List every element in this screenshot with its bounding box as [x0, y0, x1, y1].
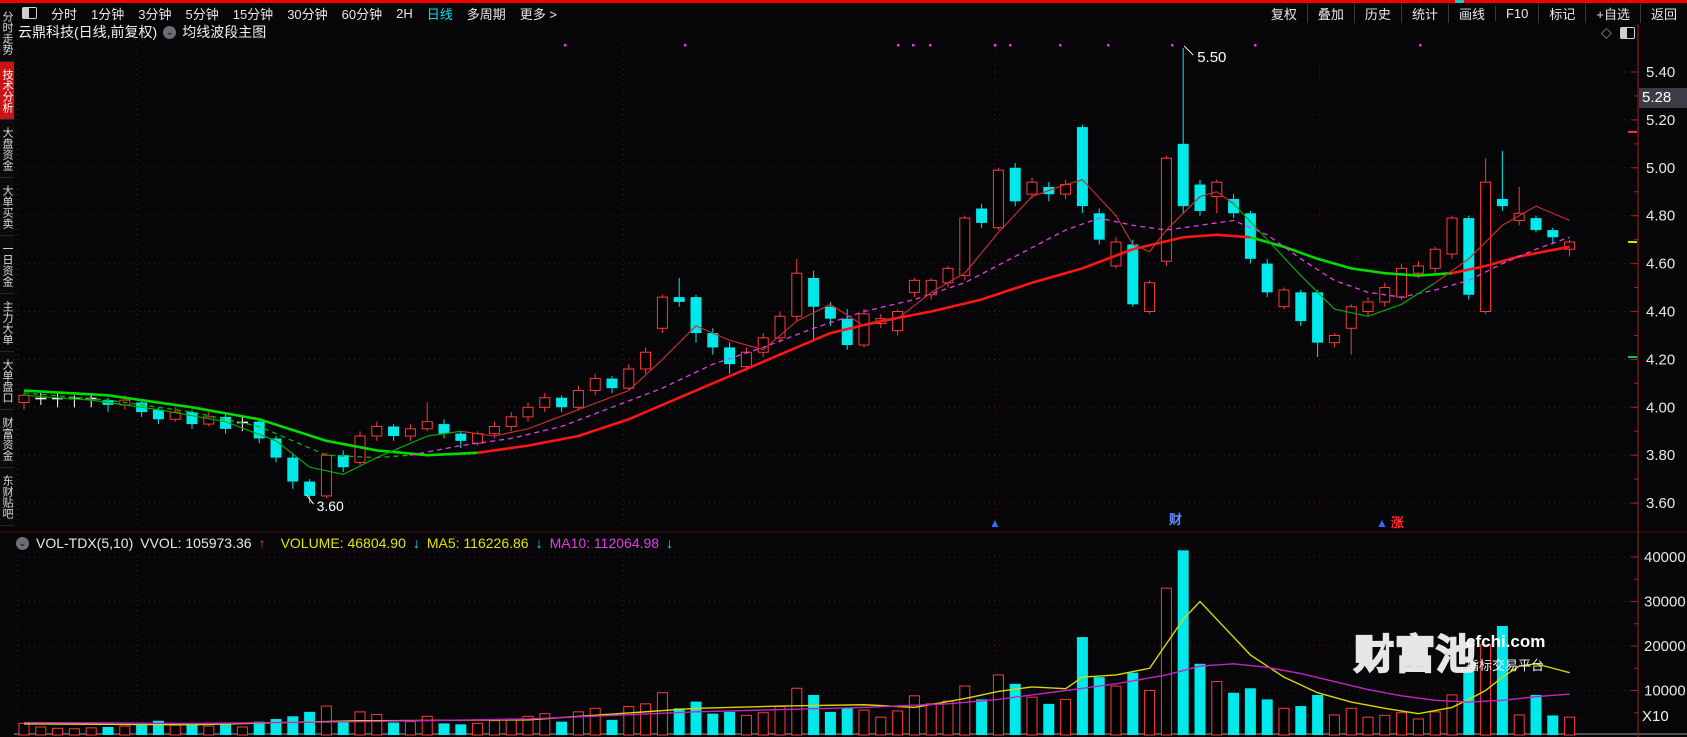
layout-toggle-icon[interactable]	[22, 7, 37, 19]
svg-text:5.20: 5.20	[1646, 112, 1675, 129]
vvol-value: VVOL: 105973.36	[140, 535, 252, 551]
watermark-brand: 财富池	[1353, 632, 1477, 678]
sidebar-item-market-funds[interactable]: 大盘资金	[0, 120, 14, 178]
drawline-button[interactable]: 画线	[1447, 3, 1495, 23]
stock-title: 云鼎科技(日线,前复权)	[18, 24, 158, 40]
watermark-tagline: 指标交易平台	[1466, 658, 1545, 673]
price-highlight-badge: 5.28	[1639, 88, 1687, 108]
svg-text:3.80: 3.80	[1646, 447, 1675, 464]
svg-text:20000: 20000	[1644, 638, 1686, 655]
svg-text:5.40: 5.40	[1646, 64, 1675, 81]
restore-button[interactable]: 复权	[1270, 6, 1297, 22]
sidebar-item-main-orders[interactable]: 主力大单	[0, 294, 14, 352]
sidebar-item-dongcai-forum[interactable]: 东财贴吧	[0, 468, 14, 526]
svg-text:4.60: 4.60	[1646, 256, 1675, 273]
split-pane-icon[interactable]	[1619, 26, 1635, 39]
sidebar-item-big-orders[interactable]: 大单买卖	[0, 178, 14, 236]
svg-text:40000: 40000	[1644, 549, 1686, 566]
history-button[interactable]: 历史	[1353, 3, 1401, 23]
tab-30min[interactable]: 30分钟	[287, 6, 328, 22]
tab-15min[interactable]: 15分钟	[232, 6, 274, 22]
svg-text:5.00: 5.00	[1646, 160, 1675, 177]
mark-button[interactable]: 标记	[1538, 3, 1585, 23]
chart-title-row: 云鼎科技(日线,前复权) ⌄ 均线波段主图	[18, 23, 266, 41]
overlay-button[interactable]: 叠加	[1306, 3, 1354, 23]
svg-text:3.60: 3.60	[1646, 495, 1675, 512]
vol-ma5-value: MA5: 116226.86	[426, 535, 529, 551]
tab-3min[interactable]: 3分钟	[138, 6, 172, 22]
vol-ma10-value: MA10: 112064.98	[549, 535, 660, 551]
left-sidebar: 分时走势 技术分析 大盘资金 大单买卖 一日资金 主力大单 大单盘口 财富资金 …	[0, 4, 14, 526]
sidebar-item-fenshi[interactable]: 分时走势	[0, 4, 14, 62]
tab-more[interactable]: 更多 >	[519, 6, 557, 22]
svg-text:30000: 30000	[1644, 594, 1686, 611]
vvol-up-arrow-icon: ↑	[258, 535, 266, 551]
volume-indicator-header[interactable]: ⌄ VOL-TDX(5,10) VVOL: 105973.36 ↑ VOLUME…	[16, 534, 673, 552]
tab-1min[interactable]: 1分钟	[91, 6, 125, 22]
sidebar-item-order-book[interactable]: 大单盘口	[0, 352, 14, 410]
ma10-down-arrow-icon: ↓	[666, 535, 674, 551]
triangle-icon: ▲	[1376, 516, 1388, 530]
tab-5min[interactable]: 5分钟	[185, 6, 219, 22]
svg-text:4.40: 4.40	[1646, 304, 1675, 321]
svg-text:4.00: 4.00	[1646, 399, 1675, 416]
watermark: 财富池 cfchi.com 指标交易平台	[1353, 622, 1545, 680]
period-toolbar: 分时 1分钟 3分钟 5分钟 15分钟 30分钟 60分钟 2H 日线 多周期 …	[14, 3, 1687, 23]
cai-signal-marker: 财	[1169, 512, 1183, 527]
zhang-label: 涨	[1390, 515, 1404, 530]
chevron-down-icon[interactable]: ⌄	[163, 25, 177, 39]
sidebar-item-day-funds[interactable]: 一日资金	[0, 236, 14, 294]
watermark-site: cfchi.com	[1466, 632, 1546, 651]
svg-text:3.60: 3.60	[317, 498, 344, 514]
stats-button[interactable]: 统计	[1400, 3, 1448, 23]
period-tabs: 分时 1分钟 3分钟 5分钟 15分钟 30分钟 60分钟 2H 日线 多周期 …	[14, 4, 557, 23]
ma5-down-arrow-icon: ↓	[535, 535, 543, 551]
sidebar-item-wealth-funds[interactable]: 财富资金	[0, 410, 14, 468]
volume-down-arrow-icon: ↓	[412, 535, 420, 551]
add-watchlist-button[interactable]: +自选	[1585, 3, 1640, 23]
tool-buttons: 复权 叠加 历史 统计 画线 F10 标记 +自选 返回	[1261, 3, 1687, 23]
pane-corner-icons: ◇	[1601, 24, 1635, 41]
window-drag-tick	[1455, 0, 1464, 3]
vol-indicator-name: VOL-TDX(5,10)	[36, 535, 134, 551]
svg-text:4.20: 4.20	[1646, 351, 1675, 368]
back-button[interactable]: 返回	[1639, 3, 1687, 23]
svg-text:10000: 10000	[1644, 683, 1686, 700]
main-indicator-name[interactable]: 均线波段主图	[182, 24, 267, 40]
diamond-icon[interactable]: ◇	[1601, 24, 1612, 40]
f10-button[interactable]: F10	[1494, 5, 1538, 21]
signal-triangle-marker: ▲	[989, 516, 1001, 530]
volume-value: VOLUME: 46804.90	[280, 535, 406, 551]
rise-signal-marker: ▲ 涨	[1376, 515, 1404, 530]
tab-multi-period[interactable]: 多周期	[466, 6, 506, 22]
sidebar-item-technical[interactable]: 技术分析	[0, 62, 14, 120]
svg-text:4.80: 4.80	[1646, 208, 1675, 225]
indicator-chevron-icon[interactable]: ⌄	[16, 536, 29, 550]
tab-2h[interactable]: 2H	[396, 5, 413, 21]
tab-daily[interactable]: 日线	[426, 6, 453, 22]
window-top-border	[0, 0, 1687, 3]
tab-fenshi[interactable]: 分时	[51, 6, 78, 22]
svg-text:5.50: 5.50	[1197, 49, 1226, 66]
volume-axis-unit: X10	[1642, 708, 1669, 725]
tab-60min[interactable]: 60分钟	[341, 6, 383, 22]
